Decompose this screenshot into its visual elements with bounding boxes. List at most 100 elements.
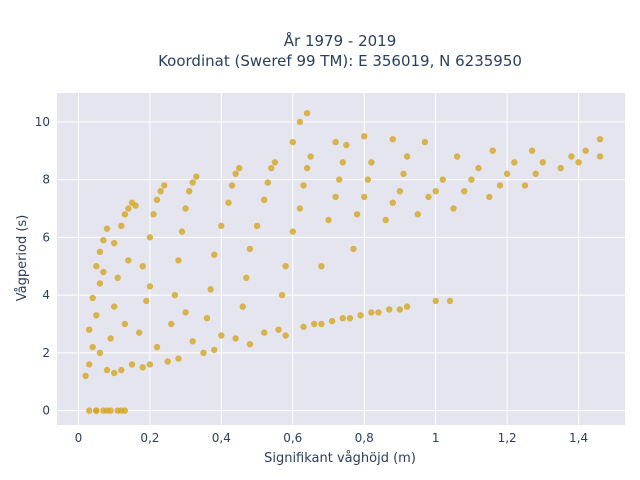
scatter-point [218, 332, 225, 339]
scatter-point [432, 297, 439, 305]
scatter-point [139, 364, 146, 371]
scatter-point [86, 361, 93, 368]
scatter-point [200, 349, 207, 356]
scatter-point [239, 303, 246, 310]
scatter-point [575, 159, 582, 166]
scatter-point [568, 153, 575, 160]
scatter-point [357, 312, 364, 319]
scatter-point [146, 361, 154, 368]
x-tick-label: 0,6 [283, 431, 302, 445]
scatter-point [346, 315, 354, 322]
scatter-point [296, 205, 304, 212]
plot-background [57, 93, 625, 425]
scatter-point [400, 170, 407, 177]
scatter-point [271, 159, 279, 166]
scatter-point [203, 315, 211, 322]
scatter-point [193, 173, 200, 180]
scatter-point [89, 343, 96, 351]
scatter-point [164, 358, 171, 365]
scatter-point [146, 283, 154, 290]
x-tick-label: 0,8 [355, 431, 374, 445]
scatter-point [307, 153, 314, 160]
scatter-point [403, 303, 411, 310]
y-tick-label: 4 [42, 288, 50, 302]
scatter-point [118, 222, 125, 229]
scatter-point [96, 349, 104, 356]
scatter-point [253, 222, 261, 229]
scatter-point [207, 286, 214, 293]
scatter-point [328, 317, 336, 325]
scatter-point [118, 407, 125, 414]
x-tick-label: 1,2 [498, 431, 517, 445]
chart-title-line-1: År 1979 - 2019 [284, 31, 397, 50]
scatter-point [532, 170, 539, 177]
scatter-point [325, 216, 332, 224]
scatter-point [382, 216, 389, 224]
scatter-point [86, 407, 93, 414]
y-tick-label: 10 [35, 115, 50, 129]
scatter-point [336, 176, 343, 183]
scatter-point [528, 147, 536, 154]
scatter-point [93, 312, 100, 319]
scatter-point [103, 407, 111, 414]
scatter-point [296, 118, 304, 126]
scatter-point [139, 263, 146, 270]
scatter-point [396, 306, 404, 313]
scatter-point [432, 188, 439, 195]
scatter-point [318, 263, 325, 270]
scatter-point [421, 138, 429, 146]
scatter-point [521, 182, 529, 189]
scatter-point [189, 338, 196, 345]
scatter-point [332, 138, 339, 146]
scatter-point [489, 147, 496, 154]
scatter-point [182, 205, 189, 212]
scatter-point [300, 323, 307, 330]
scatter-point [539, 159, 546, 166]
scatter-point [368, 309, 375, 316]
scatter-point [300, 182, 307, 189]
scatter-point [118, 366, 125, 374]
scatter-point [178, 228, 186, 235]
scatter-point [268, 164, 275, 172]
scatter-point [182, 309, 189, 316]
scatter-point [486, 193, 493, 201]
y-axis-title: Vågperiod (s) [15, 215, 30, 302]
scatter-point [503, 170, 511, 177]
x-tick-label: 1,4 [569, 431, 588, 445]
scatter-point [100, 268, 107, 276]
scatter-point [175, 355, 182, 362]
scatter-point [228, 182, 236, 189]
scatter-point [282, 332, 289, 339]
scatter-point [596, 153, 604, 160]
y-tick-labels: 0 2 4 6 8 10 [35, 115, 50, 418]
scatter-point [311, 320, 318, 328]
scatter-point [361, 133, 368, 140]
scatter-point [232, 335, 239, 342]
scatter-point [461, 188, 468, 195]
scatter-point [389, 136, 396, 143]
scatter-point [343, 141, 350, 149]
scatter-point [261, 196, 268, 203]
scatter-point [103, 225, 111, 232]
scatter-point [232, 170, 239, 177]
scatter-point [121, 320, 129, 328]
scatter-point [582, 147, 589, 154]
scatter-point [596, 136, 604, 143]
scatter-point [303, 110, 311, 117]
scatter-point [318, 320, 325, 328]
scatter-point [161, 182, 168, 189]
scatter-point [386, 306, 393, 313]
scatter-point [446, 297, 454, 305]
scatter-point [136, 329, 143, 336]
x-tick-labels: 0 0,2 0,4 0,6 0,8 1 1,2 1,4 [75, 431, 588, 445]
scatter-point [211, 346, 218, 354]
scatter-point [264, 179, 271, 186]
scatter-point [243, 274, 250, 281]
scatter-point [111, 369, 118, 377]
scatter-point [121, 211, 129, 218]
scatter-point [389, 199, 396, 206]
scatter-point [339, 315, 346, 322]
scatter-point [361, 193, 368, 201]
scatter-point [511, 159, 518, 166]
x-tick-label: 0 [75, 431, 83, 445]
